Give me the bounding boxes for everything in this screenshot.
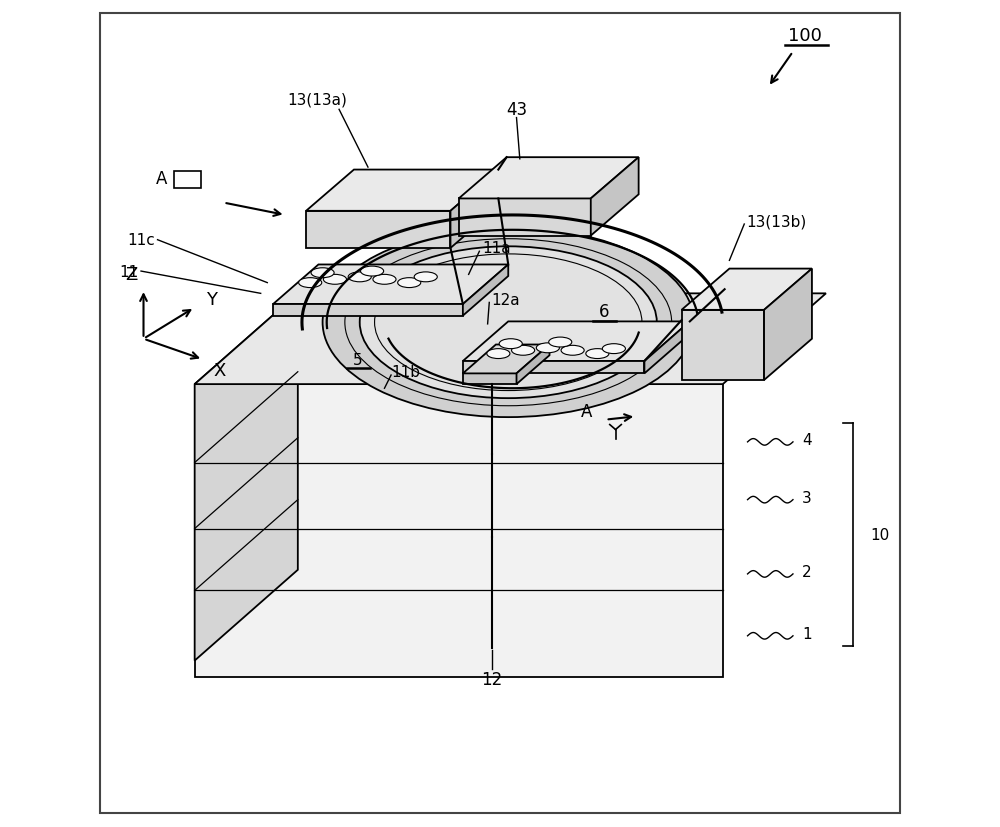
Polygon shape (463, 374, 517, 385)
Polygon shape (517, 345, 550, 385)
Ellipse shape (487, 349, 510, 359)
Ellipse shape (311, 269, 334, 279)
Ellipse shape (586, 349, 609, 359)
Text: A: A (156, 170, 167, 188)
Text: 12: 12 (481, 670, 502, 688)
Ellipse shape (360, 247, 657, 399)
Text: 11c: 11c (127, 233, 155, 248)
Ellipse shape (414, 273, 437, 283)
Polygon shape (591, 158, 639, 237)
Ellipse shape (602, 344, 625, 354)
Ellipse shape (299, 279, 322, 289)
Text: Y: Y (206, 291, 217, 308)
Text: 11a: 11a (482, 241, 510, 256)
Text: 13(13a): 13(13a) (287, 93, 347, 108)
Text: 10: 10 (870, 527, 889, 543)
Polygon shape (682, 270, 812, 310)
Ellipse shape (348, 273, 371, 283)
Polygon shape (195, 294, 298, 661)
Ellipse shape (536, 343, 559, 353)
Text: 4: 4 (802, 433, 812, 447)
Text: 3: 3 (802, 490, 812, 505)
Ellipse shape (323, 228, 694, 418)
Polygon shape (463, 322, 690, 361)
Polygon shape (306, 170, 498, 212)
Text: 12a: 12a (492, 292, 520, 308)
Text: 43: 43 (506, 101, 527, 119)
Ellipse shape (512, 346, 535, 356)
Polygon shape (644, 322, 690, 374)
Polygon shape (273, 265, 508, 304)
Text: 11: 11 (119, 265, 139, 280)
Polygon shape (463, 361, 644, 374)
Ellipse shape (373, 275, 396, 285)
Polygon shape (195, 294, 826, 385)
Polygon shape (459, 158, 639, 199)
Text: 100: 100 (788, 27, 822, 45)
Ellipse shape (323, 275, 347, 285)
Text: 6: 6 (599, 304, 609, 321)
Text: 5: 5 (353, 352, 363, 367)
Text: 11b: 11b (391, 365, 420, 380)
Text: 1: 1 (802, 626, 812, 641)
Polygon shape (306, 212, 450, 249)
Polygon shape (450, 170, 498, 249)
Ellipse shape (549, 337, 572, 347)
Text: Z: Z (125, 266, 137, 284)
Polygon shape (273, 304, 463, 316)
Polygon shape (463, 265, 508, 316)
Text: 13(13b): 13(13b) (746, 214, 806, 229)
Text: A: A (581, 402, 592, 420)
Ellipse shape (561, 346, 584, 356)
Polygon shape (195, 385, 723, 677)
Polygon shape (682, 310, 764, 380)
Text: 2: 2 (802, 564, 812, 579)
Text: X: X (213, 361, 226, 380)
Ellipse shape (398, 279, 421, 289)
Ellipse shape (499, 339, 522, 349)
Polygon shape (764, 270, 812, 380)
Ellipse shape (361, 267, 384, 277)
Polygon shape (459, 199, 591, 237)
Polygon shape (463, 345, 550, 374)
